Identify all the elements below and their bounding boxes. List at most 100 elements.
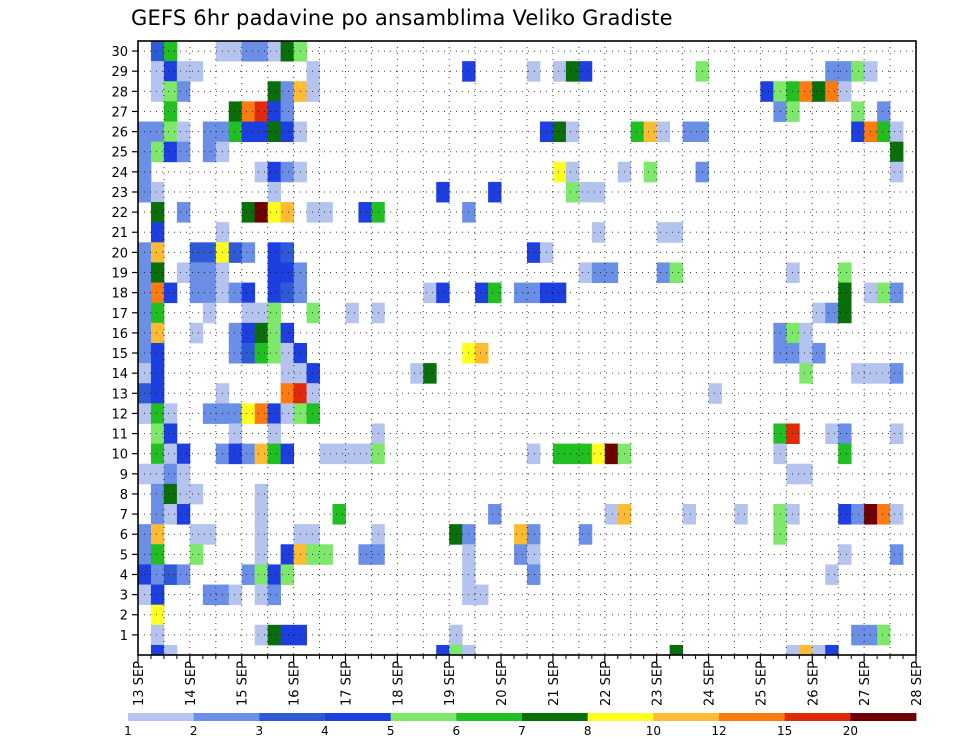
heatmap-cell [163,423,178,445]
heatmap-cell [241,101,256,122]
heatmap-cell [254,504,269,525]
heatmap-cell [163,61,178,82]
y-tick-label: 4 [120,568,128,583]
heatmap-cell [358,202,372,223]
heatmap-cell [241,282,256,304]
heatmap-cell [267,41,282,62]
y-tick-label: 22 [111,206,128,221]
heatmap-cell [228,342,243,364]
legend-color-box [719,713,786,721]
x-tick-label: 25 SEP [754,661,769,706]
heatmap-cell [150,403,165,424]
heatmap-cell [280,242,294,263]
heatmap-cell [332,443,346,465]
heatmap-cell [552,61,567,82]
y-tick-label: 26 [111,126,128,141]
heatmap-cell [812,81,826,102]
heatmap-cell [280,403,294,424]
heatmap-cell [345,443,359,465]
heatmap-cell [150,342,165,364]
heatmap-cell [306,363,320,384]
y-tick-label: 14 [111,367,128,382]
heatmap-cell [228,403,243,424]
heatmap-cell [280,322,294,344]
heatmap-cell [241,564,256,585]
x-tick-label: 19 SEP [443,661,458,706]
legend-label: 2 [190,724,198,738]
heatmap-cell [851,504,865,525]
heatmap-cell [591,181,606,203]
heatmap-cell [189,282,204,304]
legend-color-box [587,713,654,721]
heatmap-cell [241,403,256,424]
heatmap-cell [189,544,204,565]
heatmap-cell [682,121,696,143]
heatmap-cell [838,81,852,102]
heatmap-cell [527,61,541,82]
heatmap-cell [449,624,463,646]
heatmap-cell [552,161,567,183]
legend-label: 1 [124,724,132,738]
heatmap-cell [150,282,165,304]
heatmap-cell [280,544,294,565]
heatmap-cell [565,121,580,143]
heatmap-cell [267,624,282,646]
heatmap-cell [150,61,165,82]
heatmap-cell [514,282,528,304]
heatmap-cell [228,41,243,62]
heatmap-cell [150,202,165,223]
heatmap-cell [358,544,372,565]
heatmap-cell [656,121,671,143]
heatmap-cell [488,181,502,203]
heatmap-cell [202,242,217,263]
heatmap-cell [267,282,282,304]
heatmap-cell [163,121,178,143]
heatmap-cell [630,121,645,143]
y-tick-label: 23 [111,186,128,201]
heatmap-cell [150,504,165,525]
heatmap-cell [176,504,191,525]
heatmap-cell [838,544,852,565]
heatmap-cell [176,262,191,283]
heatmap-cell [838,504,852,525]
heatmap-cell [254,624,269,646]
heatmap-cell [890,504,904,525]
heatmap-cell [280,443,294,465]
heatmap-cell [527,564,541,585]
heatmap-cell [786,463,800,485]
y-tick-label: 21 [111,226,128,241]
x-tick-label: 20 SEP [495,661,510,706]
heatmap-cell [527,242,541,263]
heatmap-cell [189,524,204,545]
heatmap-cell [150,322,165,344]
heatmap-cell [150,363,165,384]
heatmap-cell [254,161,269,183]
heatmap-cell [786,101,800,122]
heatmap-cell [241,302,256,324]
heatmap-cell [280,202,294,223]
heatmap-cell [176,121,191,143]
heatmap-cell [241,202,256,223]
heatmap-cell [786,81,800,102]
heatmap-cell [280,342,294,364]
heatmap-cell [527,544,541,565]
heatmap-cell [228,322,243,344]
heatmap-cell [877,101,891,122]
y-tick-label: 24 [111,166,128,181]
y-axis-ticks: 1234567891011121314151617181920212223242… [111,45,138,644]
heatmap-cell [150,584,165,606]
legend-color-box [128,713,195,721]
heatmap-cell [202,141,217,163]
heatmap-cell [565,61,580,82]
heatmap-cell [163,41,178,62]
grid-lines [138,41,916,655]
legend-color-box [850,713,917,721]
y-tick-label: 15 [111,347,128,362]
heatmap-cell [838,262,852,283]
heatmap-cell [306,524,320,545]
heatmap-cell [578,262,593,283]
heatmap-cell [475,584,489,606]
heatmap-cell [786,262,800,283]
heatmap-cell [254,101,269,122]
heatmap-cell [877,624,891,646]
